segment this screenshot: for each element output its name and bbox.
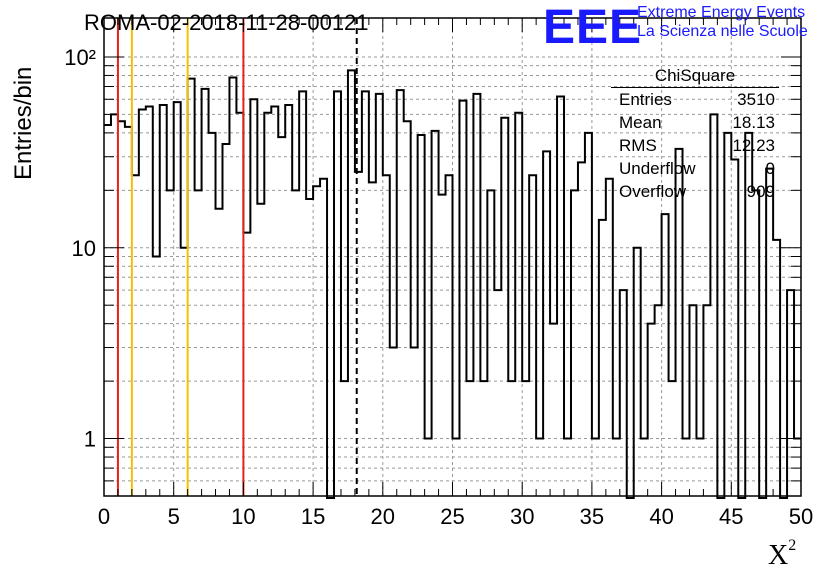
x-axis-label: X2 (768, 537, 796, 572)
stats-label: Overflow (619, 182, 687, 201)
stats-label: Mean (619, 113, 662, 132)
y-tick-label: 10² (64, 45, 96, 70)
stats-title: ChiSquare (611, 66, 779, 88)
x-tick-label: 50 (789, 504, 813, 529)
stats-box: ChiSquare Entries 3510 Mean 18.13 RMS 12.23… (611, 66, 779, 203)
x-tick-label: 40 (649, 504, 673, 529)
x-tick-label: 10 (231, 504, 255, 529)
x-tick-label: 45 (719, 504, 743, 529)
chart-title: ROMA-02-2018-11-28-00121 (84, 10, 369, 35)
x-axis-label-exponent: 2 (788, 537, 797, 554)
eee-logo: EEE (543, 1, 643, 54)
x-tick-label: 25 (440, 504, 464, 529)
x-tick-label: 20 (371, 504, 395, 529)
x-tick-label: 30 (510, 504, 534, 529)
stats-label: Underflow (619, 159, 696, 178)
stats-row: Underflow 0 (611, 157, 779, 180)
stats-label: Entries (619, 90, 672, 109)
histogram-series (104, 69, 801, 499)
x-tick-label: 5 (168, 504, 180, 529)
axis-ticks: 0 5 10 15 20 25 30 35 40 45 50 1 10 10² (64, 18, 813, 529)
stats-row: Mean 18.13 (611, 111, 779, 134)
y-tick-label: 1 (84, 427, 96, 452)
x-tick-label: 35 (580, 504, 604, 529)
stats-value: 0 (765, 159, 775, 178)
reference-lines (116, 18, 358, 496)
logo-caption: Extreme Energy Events La Scienza nelle S… (637, 3, 808, 41)
stats-value: 3510 (737, 90, 775, 109)
stats-value: 18.13 (732, 113, 775, 132)
x-axis-label-base: X (768, 540, 789, 571)
stats-row: Overflow 909 (611, 180, 779, 203)
stats-label: RMS (619, 136, 657, 155)
stats-row: Entries 3510 (611, 88, 779, 111)
y-axis-label: Entries/bin (10, 66, 37, 180)
logo-line-2: La Scienza nelle Scuole (637, 23, 808, 40)
stats-row: RMS 12.23 (611, 134, 779, 157)
x-tick-label: 0 (98, 504, 110, 529)
stats-value: 12.23 (732, 136, 775, 155)
x-tick-label: 15 (301, 504, 325, 529)
y-tick-label: 10 (72, 236, 96, 261)
histogram-bins (104, 69, 801, 499)
stats-value: 909 (746, 182, 775, 201)
logo-line-1: Extreme Energy Events (637, 4, 806, 21)
